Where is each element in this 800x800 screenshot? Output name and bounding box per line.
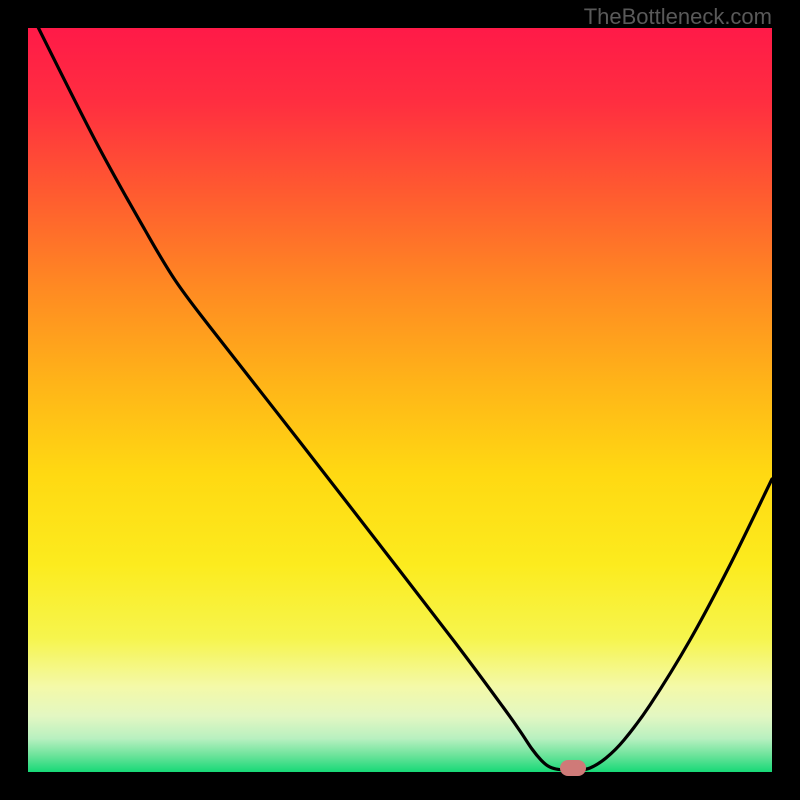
optimal-point-marker [558,758,588,778]
chart-root: TheBottleneck.com [0,0,800,800]
bottleneck-curve [28,28,772,772]
plot-area [28,28,772,772]
watermark-text: TheBottleneck.com [584,4,772,30]
